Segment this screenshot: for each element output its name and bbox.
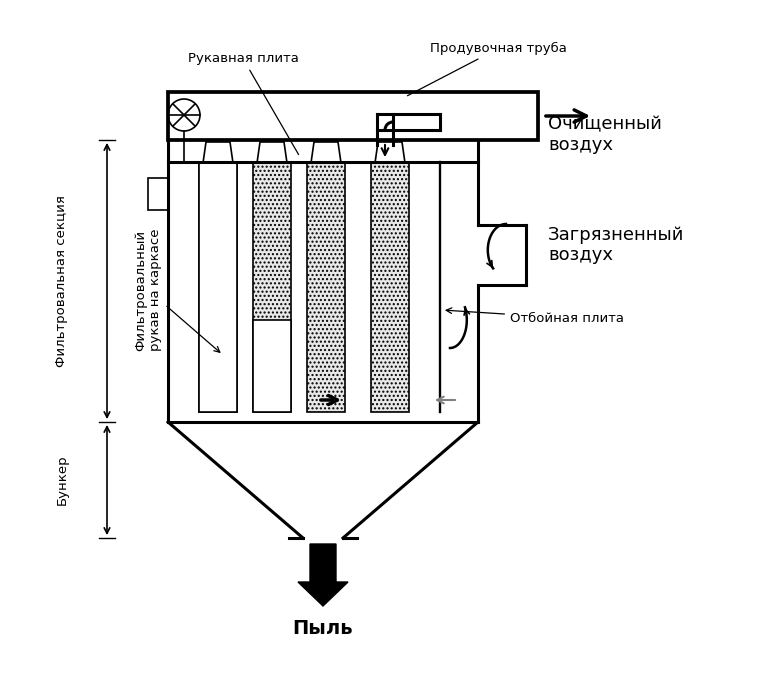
Text: Фильтровальная секция: Фильтровальная секция [55, 195, 69, 367]
Text: Продувочная труба: Продувочная труба [407, 42, 567, 96]
Text: Пыль: Пыль [293, 619, 353, 638]
Text: Бункер: Бункер [55, 455, 69, 506]
Polygon shape [371, 162, 409, 412]
Text: Загрязненный
воздух: Загрязненный воздух [548, 226, 685, 264]
Text: Фильтровальный
рукав на каркасе: Фильтровальный рукав на каркасе [134, 228, 220, 353]
Text: Отбойная плита: Отбойная плита [446, 308, 624, 324]
Text: Рукавная плита: Рукавная плита [188, 52, 299, 154]
Text: Очищенный
воздух: Очищенный воздух [548, 116, 662, 154]
Polygon shape [253, 320, 291, 412]
Polygon shape [298, 544, 348, 606]
Polygon shape [199, 162, 237, 412]
Polygon shape [199, 162, 237, 412]
Polygon shape [253, 162, 291, 412]
Polygon shape [307, 162, 345, 412]
